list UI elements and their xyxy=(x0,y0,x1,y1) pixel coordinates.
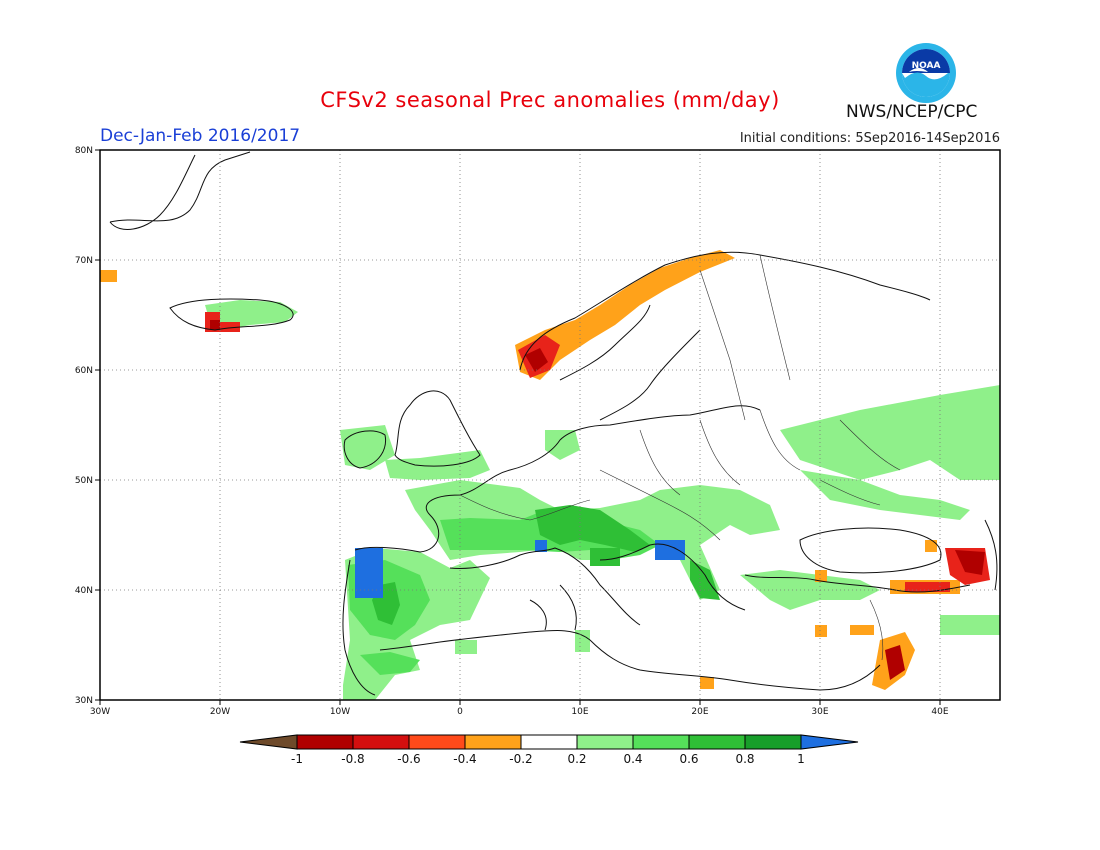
lon-label: 30E xyxy=(811,707,828,717)
colorbar-label: -0.8 xyxy=(341,752,364,766)
colorbar-bin xyxy=(520,734,578,750)
colorbar-label: 0.4 xyxy=(623,752,642,766)
initial-conditions-label: Initial conditions: 5Sep2016-14Sep2016 xyxy=(739,131,1000,146)
axis-ticks xyxy=(95,149,941,705)
colorbar-bin xyxy=(632,734,690,750)
lat-label: 50N xyxy=(75,476,93,486)
colorbar-bin xyxy=(576,734,634,750)
longitude-labels: 30W 20W 10W 0 10E 20E 30E 40E xyxy=(90,707,949,717)
colorbar: -1 -0.8 -0.6 -0.4 -0.2 0.2 0.4 0.6 0.8 1 xyxy=(239,734,859,766)
map-frame xyxy=(99,149,1001,701)
lon-label: 20W xyxy=(210,707,230,717)
colorbar-low-arrow xyxy=(239,734,298,750)
lat-label: 70N xyxy=(75,256,93,266)
season-period-label: Dec-Jan-Feb 2016/2017 xyxy=(100,126,301,146)
colorbar-bin xyxy=(744,734,802,750)
colorbar-bin xyxy=(408,734,466,750)
lon-label: 10W xyxy=(330,707,350,717)
colorbar-high-arrow xyxy=(800,734,859,750)
colorbar-label: -1 xyxy=(291,752,303,766)
lat-label: 80N xyxy=(75,146,93,156)
colorbar-label: 0.2 xyxy=(567,752,586,766)
country-borders xyxy=(459,254,901,661)
lat-label: 40N xyxy=(75,586,93,596)
lon-label: 10E xyxy=(571,707,588,717)
coastlines xyxy=(109,151,998,696)
colorbar-label: 0.6 xyxy=(679,752,698,766)
lon-label: 30W xyxy=(90,707,110,717)
map-title: CFSv2 seasonal Prec anomalies (mm/day) xyxy=(320,88,780,112)
colorbar-label: 1 xyxy=(797,752,805,766)
lat-label: 30N xyxy=(75,696,93,706)
agency-label: NWS/NCEP/CPC xyxy=(846,102,978,122)
lat-label: 60N xyxy=(75,366,93,376)
svg-text:NOAA: NOAA xyxy=(912,61,941,71)
colorbar-bin xyxy=(352,734,410,750)
anomaly-shading xyxy=(100,250,1000,700)
colorbar-label: -0.6 xyxy=(397,752,420,766)
colorbar-bin xyxy=(688,734,746,750)
latitude-labels: 80N 70N 60N 50N 40N 30N xyxy=(75,146,93,706)
colorbar-label: -0.2 xyxy=(509,752,532,766)
colorbar-label: -0.4 xyxy=(453,752,476,766)
colorbar-bin xyxy=(296,734,354,750)
colorbar-label: 0.8 xyxy=(735,752,754,766)
lon-label: 40E xyxy=(931,707,948,717)
lon-label: 0 xyxy=(457,707,463,717)
noaa-logo-icon: NOAA xyxy=(896,43,956,103)
colorbar-bin xyxy=(464,734,522,750)
lon-label: 20E xyxy=(691,707,708,717)
